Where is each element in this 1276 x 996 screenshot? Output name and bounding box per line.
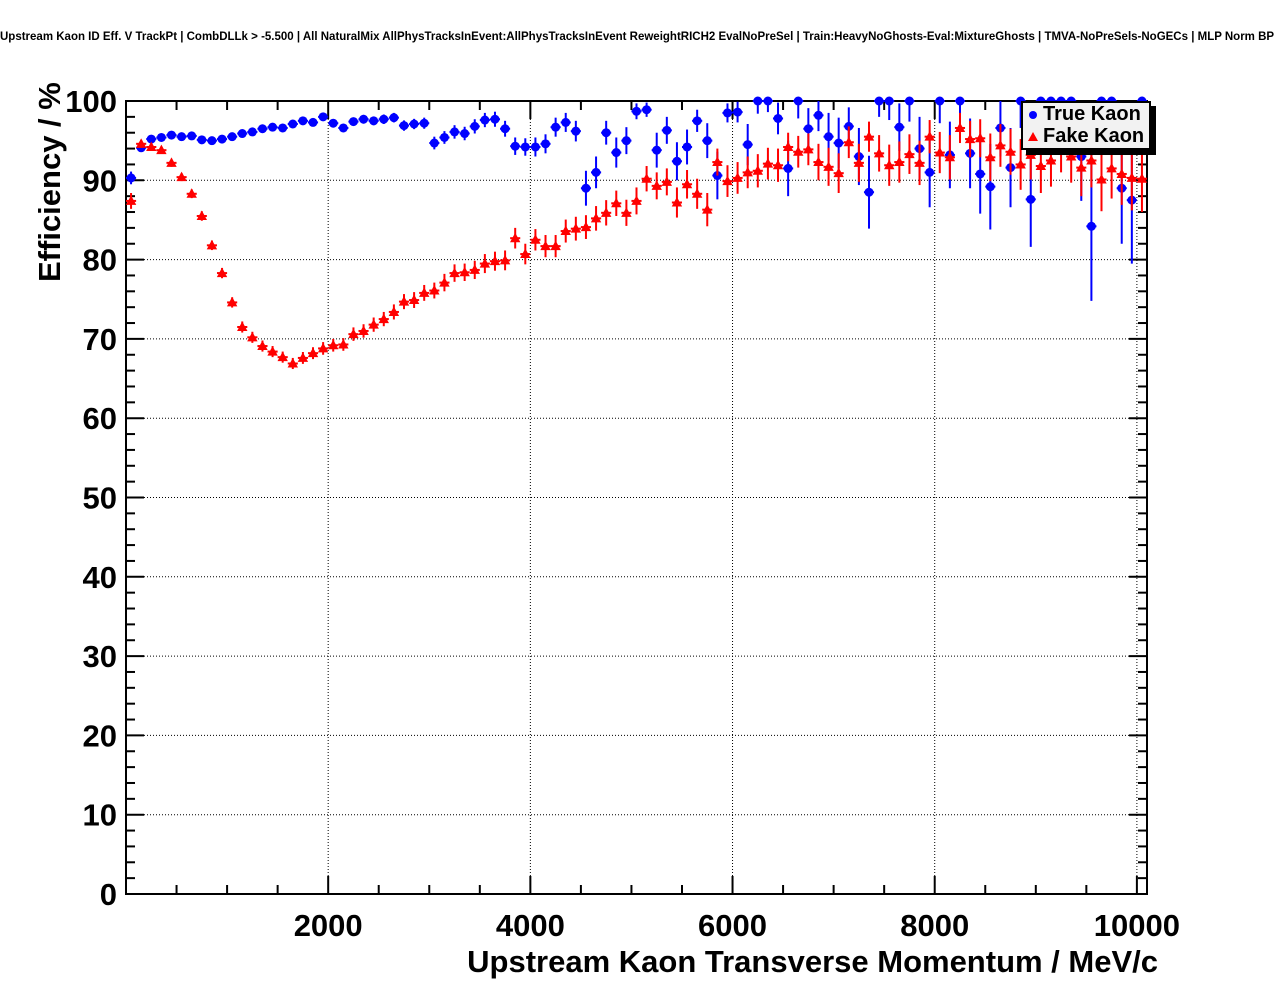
plot-title: Upstream Kaon ID Eff. V TrackPt | CombDL… xyxy=(0,31,1276,43)
circle-marker-icon xyxy=(1023,110,1043,119)
x-tick-labels: 2000 4000 6000 8000 10000 xyxy=(294,908,1180,943)
triangle-marker-icon xyxy=(1023,132,1043,141)
svg-text:10: 10 xyxy=(83,798,117,833)
gridlines xyxy=(126,101,1147,894)
svg-text:90: 90 xyxy=(83,163,117,198)
svg-text:2000: 2000 xyxy=(294,908,363,943)
legend: True Kaon Fake Kaon xyxy=(1021,101,1151,150)
svg-text:40: 40 xyxy=(83,560,117,595)
x-axis-title: Upstream Kaon Transverse Momentum / MeV/… xyxy=(467,944,1158,979)
svg-text:8000: 8000 xyxy=(900,908,969,943)
svg-text:60: 60 xyxy=(83,401,117,436)
legend-label-true-kaon: True Kaon xyxy=(1043,103,1141,125)
svg-text:80: 80 xyxy=(83,243,117,278)
svg-text:100: 100 xyxy=(65,84,117,119)
fake-kaon-series xyxy=(125,112,1148,370)
svg-text:20: 20 xyxy=(83,718,117,753)
legend-label-fake-kaon: Fake Kaon xyxy=(1043,125,1145,147)
svg-text:30: 30 xyxy=(83,639,117,674)
y-tick-labels: 0 10 20 30 40 50 60 70 80 90 100 xyxy=(65,84,117,912)
svg-text:4000: 4000 xyxy=(496,908,565,943)
svg-text:50: 50 xyxy=(83,481,117,516)
svg-text:6000: 6000 xyxy=(698,908,767,943)
legend-item-fake-kaon: Fake Kaon xyxy=(1023,126,1149,147)
legend-item-true-kaon: True Kaon xyxy=(1023,104,1149,125)
svg-text:10000: 10000 xyxy=(1094,908,1180,943)
svg-text:0: 0 xyxy=(100,877,117,912)
svg-text:70: 70 xyxy=(83,322,117,357)
